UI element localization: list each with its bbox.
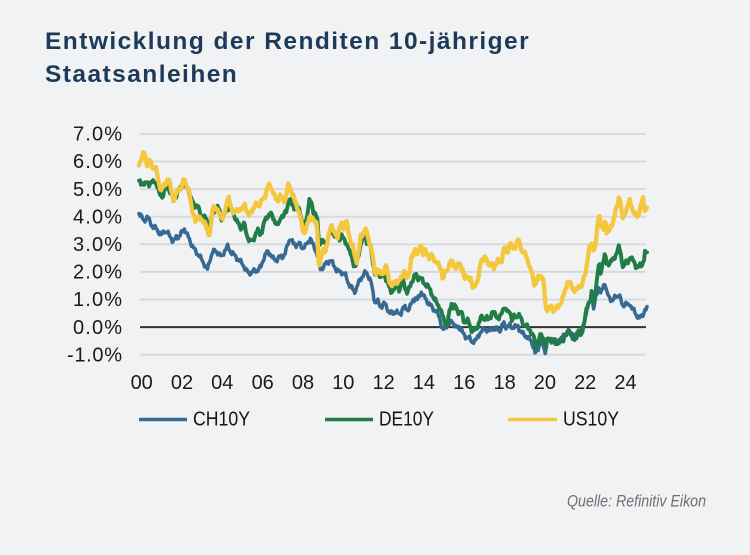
svg-text:-1.0%: -1.0% [67, 344, 122, 366]
svg-text:22: 22 [574, 372, 596, 394]
svg-text:3.0%: 3.0% [73, 234, 122, 256]
svg-text:4.0%: 4.0% [73, 206, 122, 228]
svg-text:0.0%: 0.0% [73, 317, 122, 339]
svg-text:CH10Y: CH10Y [193, 409, 250, 431]
svg-text:5.0%: 5.0% [73, 179, 122, 201]
svg-text:DE10Y: DE10Y [379, 409, 434, 431]
svg-text:04: 04 [211, 372, 233, 394]
svg-text:10: 10 [332, 372, 354, 394]
svg-text:12: 12 [372, 372, 394, 394]
svg-text:16: 16 [453, 372, 475, 394]
svg-text:00: 00 [131, 372, 153, 394]
svg-text:US10Y: US10Y [563, 409, 619, 431]
svg-text:24: 24 [614, 372, 636, 394]
svg-text:1.0%: 1.0% [73, 289, 122, 311]
svg-text:14: 14 [413, 372, 435, 394]
svg-text:20: 20 [534, 372, 556, 394]
svg-text:08: 08 [292, 372, 314, 394]
svg-text:06: 06 [252, 372, 274, 394]
svg-text:Quelle: Refinitiv Eikon: Quelle: Refinitiv Eikon [567, 492, 706, 511]
svg-text:2.0%: 2.0% [73, 262, 122, 284]
svg-text:6.0%: 6.0% [73, 151, 122, 173]
svg-text:18: 18 [493, 372, 515, 394]
svg-text:7.0%: 7.0% [73, 124, 122, 146]
svg-text:02: 02 [171, 372, 193, 394]
